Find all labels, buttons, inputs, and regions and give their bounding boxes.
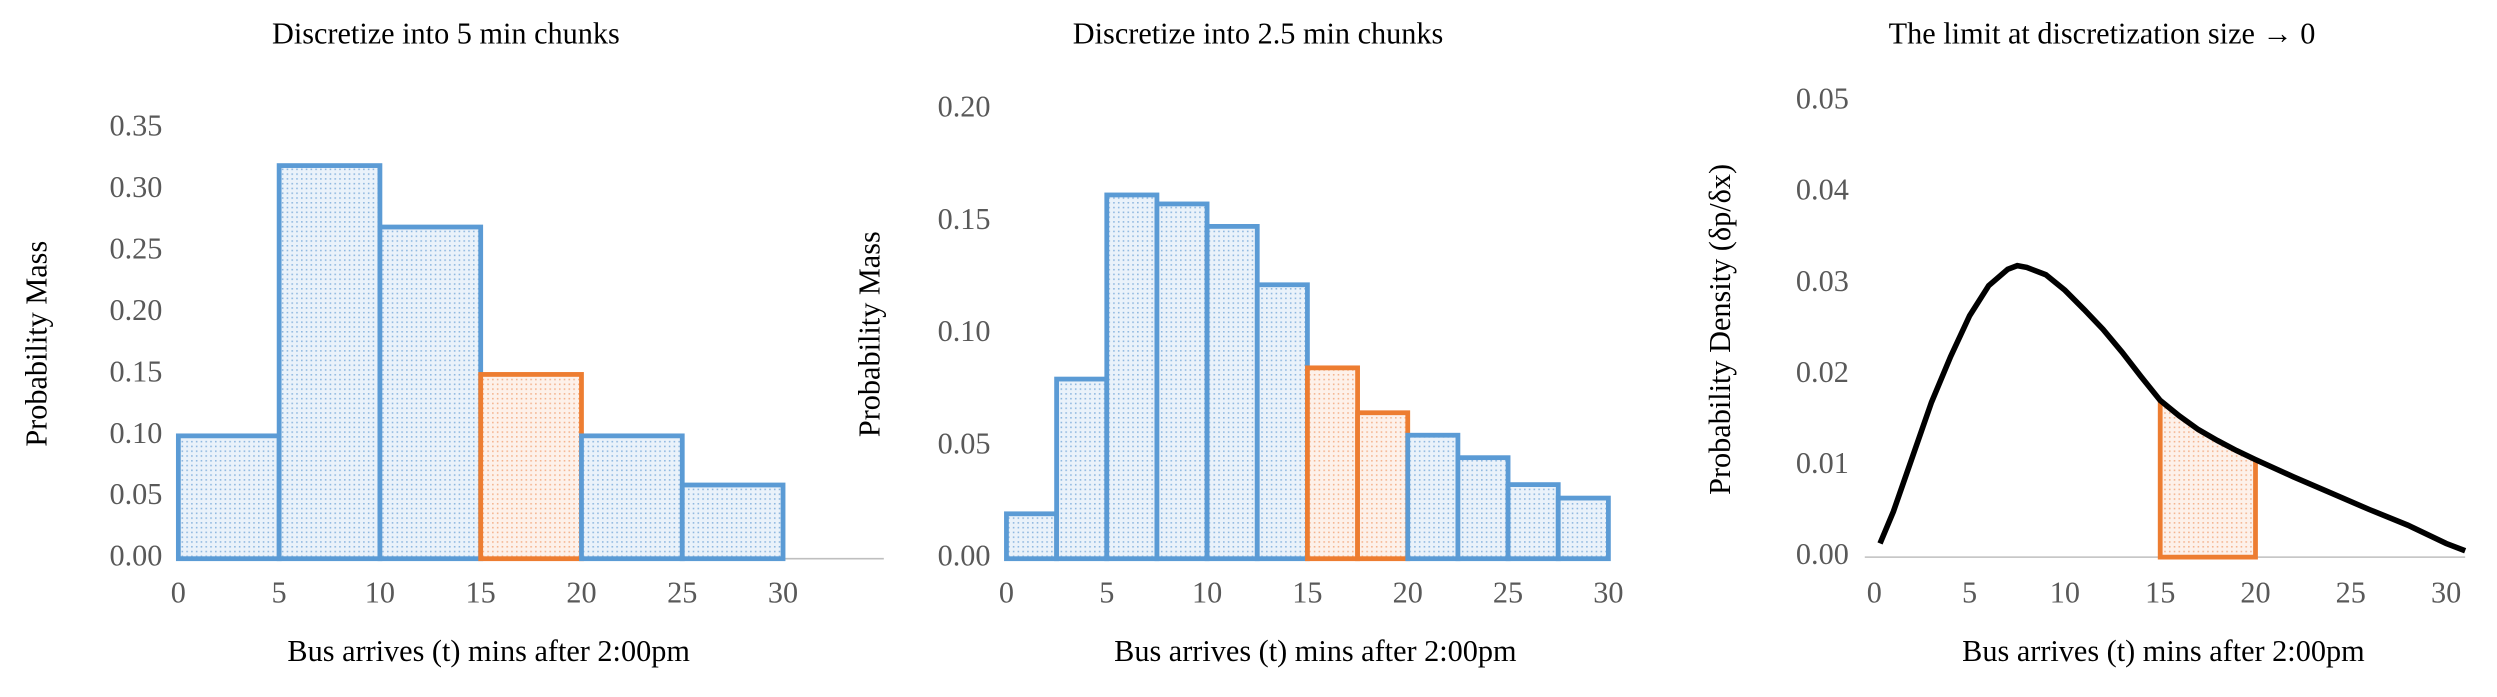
bar <box>1104 192 1160 562</box>
x-tick-label: 10 <box>2050 575 2080 609</box>
y-tick-label: 0.00 <box>109 539 162 573</box>
bar <box>1405 432 1461 562</box>
bar <box>1004 511 1059 562</box>
y-tick-label: 0.04 <box>1796 173 1849 207</box>
bar <box>1505 482 1561 562</box>
y-tick-label: 0.03 <box>1796 264 1849 298</box>
y-tick-label: 0.20 <box>109 293 162 327</box>
y-tick-label: 0.20 <box>938 90 991 124</box>
x-tick-label: 15 <box>1292 575 1322 609</box>
bar <box>478 372 584 562</box>
bar <box>1305 365 1360 562</box>
x-tick-label: 15 <box>466 575 496 609</box>
y-tick-label: 0.05 <box>1796 82 1849 116</box>
x-tick-label: 5 <box>272 575 287 609</box>
x-tick-label: 5 <box>1962 575 1977 609</box>
bar <box>679 482 786 562</box>
density-curve <box>1877 262 2467 554</box>
shaded-area <box>2157 395 2258 560</box>
y-tick-label: 0.35 <box>109 109 162 143</box>
x-axis-label: Bus arrives (t) mins after 2:00pm <box>287 634 690 668</box>
y-tick-label: 0.00 <box>938 539 991 573</box>
x-tick-label: 30 <box>1593 575 1623 609</box>
y-axis-label: Probability Mass <box>20 241 54 447</box>
chart-title: The limit at discretization size → 0 <box>1889 16 2316 50</box>
x-tick-label: 0 <box>1867 575 1882 609</box>
chart-title: Discretize into 2.5 min chunks <box>1073 16 1444 50</box>
y-axis-label: Probability Density (δp/δx) <box>1703 164 1737 495</box>
bar <box>1054 376 1110 562</box>
y-tick-label: 0.10 <box>938 314 991 348</box>
y-tick-label: 0.00 <box>1796 537 1849 571</box>
y-tick-label: 0.10 <box>109 416 162 450</box>
bar <box>276 163 383 562</box>
y-axis-label: Probability Mass <box>853 231 887 437</box>
x-axis-label: Bus arrives (t) mins after 2:00pm <box>1962 634 2365 668</box>
y-tick-label: 0.30 <box>109 170 162 204</box>
y-tick-label: 0.01 <box>1796 446 1849 480</box>
bar <box>1154 201 1210 562</box>
x-tick-label: 25 <box>1493 575 1523 609</box>
x-tick-label: 5 <box>1099 575 1114 609</box>
x-tick-label: 10 <box>1192 575 1222 609</box>
y-tick-label: 0.05 <box>109 477 162 511</box>
x-tick-label: 25 <box>2336 575 2366 609</box>
x-tick-label: 30 <box>2431 575 2461 609</box>
y-tick-label: 0.25 <box>109 232 162 266</box>
x-tick-label: 20 <box>566 575 596 609</box>
bar <box>1555 495 1611 562</box>
bar <box>1254 282 1310 562</box>
x-tick-label: 15 <box>2145 575 2175 609</box>
bar <box>1455 455 1511 562</box>
x-tick-label: 30 <box>768 575 798 609</box>
y-tick-label: 0.15 <box>109 354 162 388</box>
x-axis-label: Bus arrives (t) mins after 2:00pm <box>1114 634 1517 668</box>
y-tick-label: 0.15 <box>938 202 991 236</box>
x-tick-label: 10 <box>365 575 395 609</box>
x-tick-label: 20 <box>2240 575 2270 609</box>
bar <box>1204 224 1260 562</box>
x-tick-label: 25 <box>667 575 697 609</box>
chart-title: Discretize into 5 min chunks <box>272 16 620 50</box>
y-tick-label: 0.02 <box>1796 355 1849 389</box>
y-tick-label: 0.05 <box>938 426 991 460</box>
bar <box>1355 410 1411 562</box>
bar <box>377 224 484 562</box>
bar <box>175 433 282 562</box>
x-tick-label: 20 <box>1393 575 1423 609</box>
x-tick-label: 0 <box>999 575 1014 609</box>
x-tick-label: 0 <box>171 575 186 609</box>
bar <box>579 433 685 562</box>
